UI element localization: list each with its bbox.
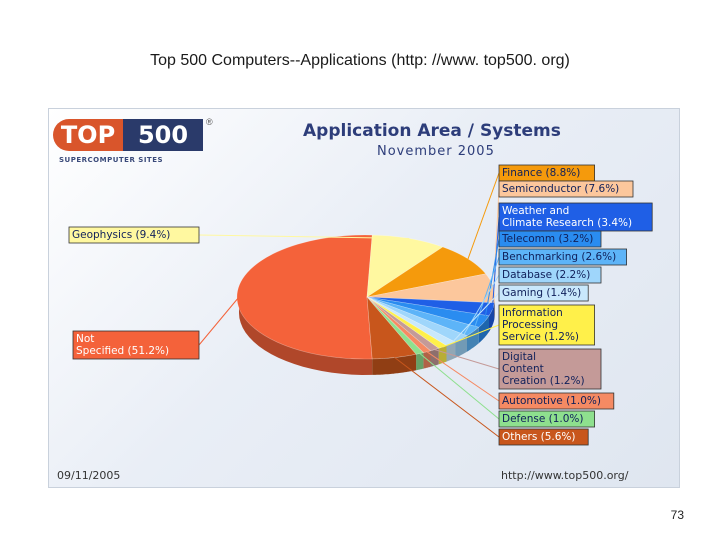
footer-url: http://www.top500.org/: [501, 469, 629, 482]
label-box-8: [498, 284, 589, 302]
pie-slice-12: [366, 296, 424, 355]
pie-slice-0: [236, 234, 373, 360]
legend-label-13: Others (5.6%): [502, 431, 576, 443]
legend-label-3: Semiconductor (7.6%): [502, 183, 619, 195]
leader-line-8: [450, 292, 500, 345]
label-box-6: [498, 248, 627, 266]
pie-side-4: [489, 302, 495, 332]
leader-line-0: [198, 296, 240, 346]
legend-label-9: Information Processing Service (1.2%): [502, 307, 579, 343]
pie-side-5: [478, 315, 489, 344]
leader-line-5: [483, 238, 500, 322]
leader-line-9: [442, 324, 500, 348]
leader-line-12: [419, 353, 500, 420]
pie-side-8: [446, 342, 456, 362]
logo-subtitle: SUPERCOMPUTER SITES: [59, 156, 164, 164]
top500-logo: TOP 500 ® SUPERCOMPUTER SITES: [53, 117, 213, 171]
chart-subtitle: November 2005: [377, 144, 495, 159]
chart-panel: TOP 500 ® SUPERCOMPUTER SITES Applicatio…: [48, 108, 680, 488]
pie-slice-2: [366, 246, 487, 298]
label-box-4: [498, 202, 653, 232]
pie-slice-6: [366, 296, 480, 337]
pie-side-12: [416, 352, 424, 371]
legend-label-4: Weather and Climate Research (3.4%): [502, 205, 632, 229]
label-box-7: [498, 266, 602, 284]
pie-slice-11: [366, 296, 432, 354]
leader-line-6: [472, 256, 500, 332]
legend-label-2: Finance (8.8%): [502, 167, 580, 179]
legend-label-6: Benchmarking (2.6%): [502, 251, 616, 263]
legend-label-7: Database (2.2%): [502, 269, 590, 281]
pie-slice-10: [366, 296, 440, 352]
leader-line-4: [491, 216, 500, 310]
label-box-10: [498, 348, 602, 390]
leader-line-1: [198, 234, 410, 239]
legend-label-12: Defense (1.0%): [502, 413, 584, 425]
leader-line-13: [394, 357, 500, 438]
leader-line-7: [460, 274, 500, 340]
logo-top-text: TOP: [53, 119, 123, 151]
legend-label-0: Not Specified (51.2%): [76, 333, 169, 357]
legend-label-1: Geophysics (9.4%): [72, 229, 170, 241]
leader-line-10: [434, 349, 500, 370]
pie-slice-13: [366, 296, 417, 360]
legend-label-5: Telecomm (3.2%): [501, 233, 593, 245]
pie-side-3: [494, 296, 495, 319]
pie-chart: Not Specified (51.2%) Geophysics (9.4%) Fin…: [68, 164, 653, 446]
leader-line-2: [467, 172, 500, 260]
logo-number-text: 500: [123, 119, 203, 151]
legend-label-11: Automotive (1.0%): [502, 395, 601, 407]
chart-title: Application Area / Systems: [303, 121, 561, 141]
label-box-12: [498, 410, 595, 428]
pie-side-9: [438, 345, 447, 365]
pie-side-13: [372, 354, 417, 375]
label-box-13: [498, 428, 589, 446]
label-box-3: [498, 180, 634, 198]
registered-mark: ®: [206, 117, 213, 127]
leader-line-3: [493, 188, 500, 289]
slide-title: Top 500 Computers--Applications (http: /…: [150, 52, 570, 69]
legend-label-8: Gaming (1.4%): [502, 287, 581, 299]
label-box-1: [68, 226, 200, 244]
label-box-9: [498, 304, 595, 346]
label-box-11: [498, 392, 615, 410]
page-number: 73: [670, 508, 684, 522]
pie-side-6: [467, 327, 479, 352]
label-box-5: [498, 230, 602, 248]
footer-date: 09/11/2005: [57, 469, 121, 482]
leader-line-11: [426, 351, 500, 402]
legend-label-10: Digital Content Creation (1.2%): [502, 351, 585, 387]
label-box-0: [72, 330, 200, 360]
